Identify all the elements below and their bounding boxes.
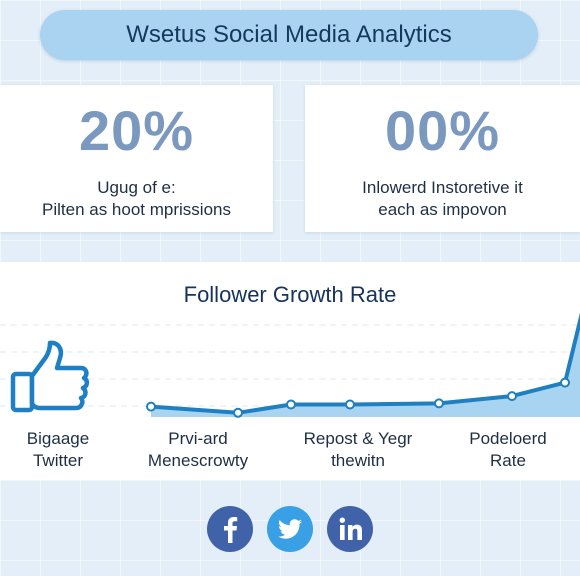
- caption-line: Podeloerd: [469, 429, 547, 448]
- twitter-icon: [267, 506, 313, 552]
- caption-repost: Repost & Yegr thewitn: [283, 428, 433, 472]
- data-point: [507, 391, 517, 402]
- facebook-icon: [207, 506, 253, 552]
- stat-card-impressions: 20% Ugug of e: Pilten as hoot mprissions: [0, 85, 273, 232]
- caption-line: Twitter: [32, 451, 84, 470]
- linkedin-icon: [327, 506, 373, 552]
- chart-title: Follower Growth Rate: [183, 282, 397, 307]
- caption-line: Bigaage: [26, 429, 90, 448]
- series-line: [150, 312, 580, 415]
- stat-label: Inlowerd Instoretive it: [362, 178, 523, 197]
- data-point: [560, 377, 570, 388]
- caption-rate: Podeloerd Rate: [448, 428, 568, 472]
- linkedin-button[interactable]: [326, 505, 374, 553]
- thumbs-up-icon: [10, 340, 90, 413]
- caption-line: Repost & Yegr: [303, 429, 413, 448]
- growth-chart: [0, 312, 580, 418]
- caption-line: Rate: [490, 451, 526, 470]
- data-point: [434, 398, 444, 409]
- page-title: Wsetus Social Media Analytics: [126, 21, 452, 48]
- data-point: [286, 399, 296, 410]
- follower-growth-panel: Follower Growth Rate Bigaage Twitter Prv…: [0, 262, 580, 480]
- stat-value: 00%: [384, 99, 501, 162]
- caption-line: thewitn: [331, 451, 385, 470]
- twitter-button[interactable]: [266, 505, 314, 553]
- stat-card-interaction: 00% Inlowerd Instoretive it each as impo…: [305, 85, 580, 232]
- caption-community: Prvi-ard Menescrowty: [128, 428, 268, 472]
- caption-engagement: Bigaage Twitter: [8, 428, 108, 472]
- data-point: [345, 399, 355, 410]
- title-banner: Wsetus Social Media Analytics: [40, 10, 538, 60]
- data-point: [233, 407, 243, 418]
- stat-label: Pilten as hoot mprissions: [42, 200, 231, 219]
- stat-value: 20%: [78, 99, 195, 162]
- stat-label: Ugug of e:: [97, 178, 176, 197]
- data-point: [146, 401, 156, 412]
- caption-line: Prvi-ard: [168, 429, 228, 448]
- area-fill: [151, 320, 580, 417]
- facebook-button[interactable]: [206, 505, 254, 553]
- stat-label: each as impovon: [378, 200, 507, 219]
- caption-line: Menescrowty: [147, 451, 249, 470]
